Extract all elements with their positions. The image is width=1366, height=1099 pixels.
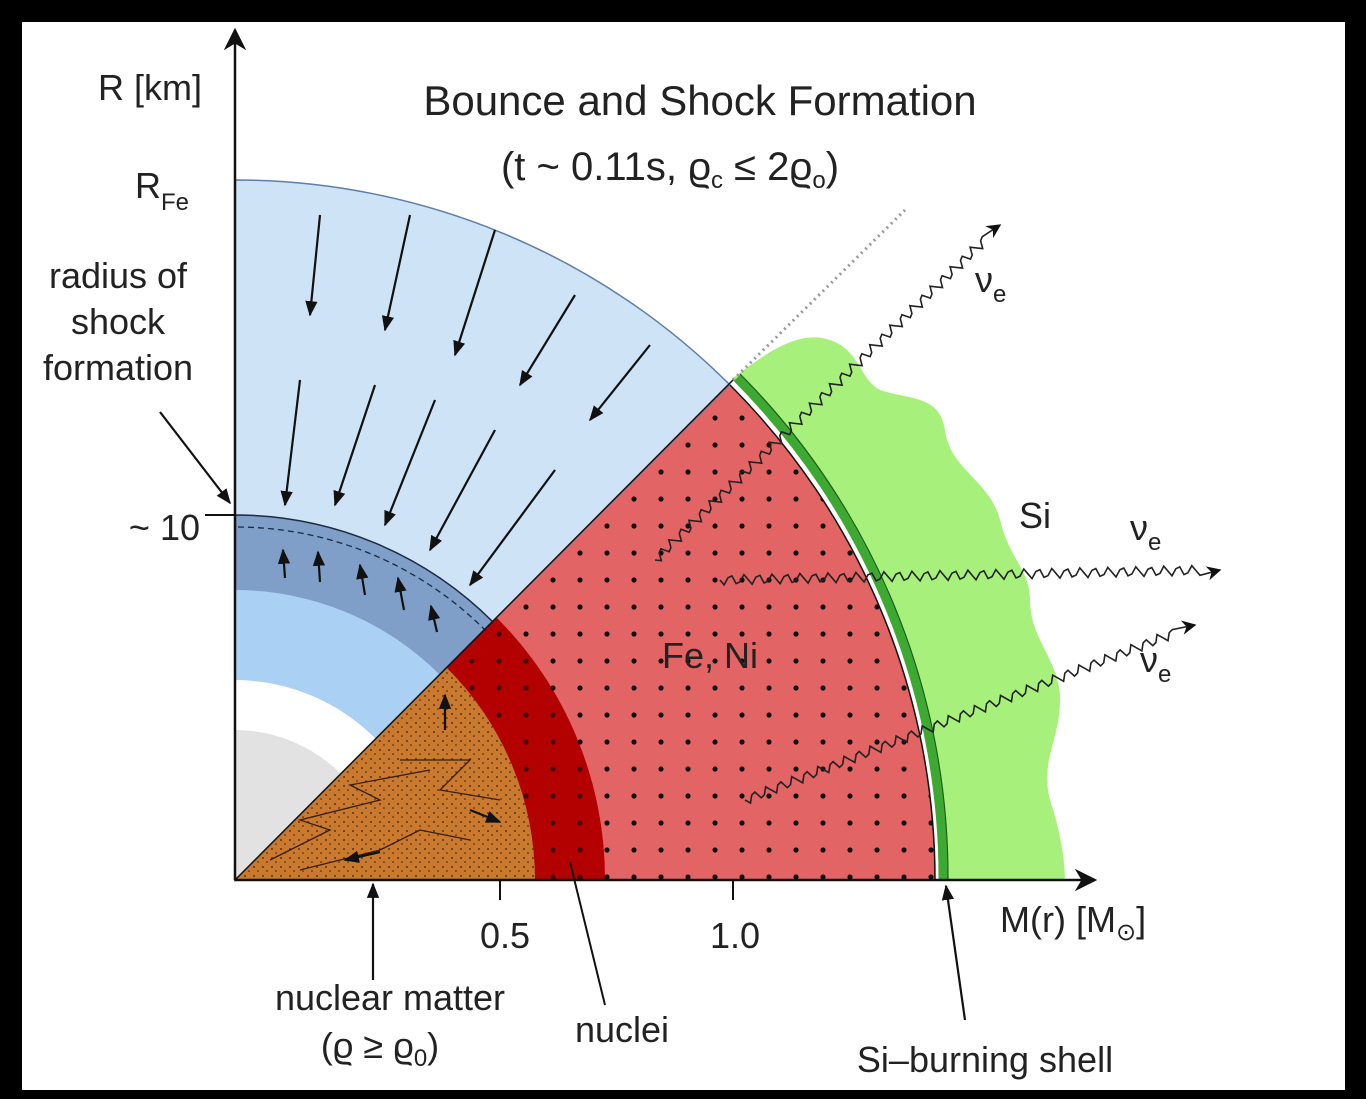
- nuclear-matter-speckle: [235, 668, 535, 880]
- neutrino-path: [654, 224, 1002, 562]
- diagonal: [234, 379, 734, 881]
- subtitle: (t ~ 0.11s, ϱc ≤ 2ϱo): [501, 145, 839, 194]
- title: Bounce and Shock Formation: [423, 77, 976, 124]
- pointer: [569, 861, 606, 1006]
- region-label: Si: [1019, 495, 1051, 536]
- shock-ray: [731, 208, 907, 382]
- annotation: nuclei: [575, 1009, 669, 1050]
- annotation: shock: [71, 301, 166, 342]
- annotation: Si–burning shell: [857, 1039, 1113, 1080]
- neutrino-label: νe: [1140, 639, 1171, 688]
- y-mark-shock: ~ 10: [129, 507, 200, 548]
- x-axis-label: M(r) [M⊙]: [1000, 899, 1146, 946]
- region-label: Fe, Ni: [662, 635, 758, 676]
- neutrino-path: [744, 620, 1197, 805]
- y-axis-label: R [km]: [98, 67, 202, 108]
- annotation: formation: [43, 347, 193, 388]
- pointer: [159, 411, 231, 505]
- si-shell-edge: [739, 373, 949, 881]
- neutrino-label: νe: [1130, 507, 1161, 556]
- shock-dashed: [237, 526, 486, 631]
- si-burning-shell: [733, 374, 948, 881]
- outflow-arrows: [277, 548, 502, 863]
- neutrino-label: νe: [975, 259, 1006, 308]
- infall-arrows: [280, 214, 651, 587]
- annotation: (ϱ ≥ ϱ0): [321, 1025, 439, 1072]
- annotation: nuclear matter: [275, 977, 505, 1018]
- pointer: [941, 884, 967, 1021]
- x-mark: 1.0: [710, 915, 760, 956]
- neutrino-path: [719, 564, 1222, 587]
- annotation: radius of: [49, 255, 188, 296]
- neutrino-paths: [654, 224, 1222, 805]
- x-mark: 0.5: [480, 915, 530, 956]
- inner-gray: [235, 730, 341, 880]
- nuclear-matter-turbulence: [269, 759, 501, 871]
- y-mark-fe: RFe: [135, 165, 189, 216]
